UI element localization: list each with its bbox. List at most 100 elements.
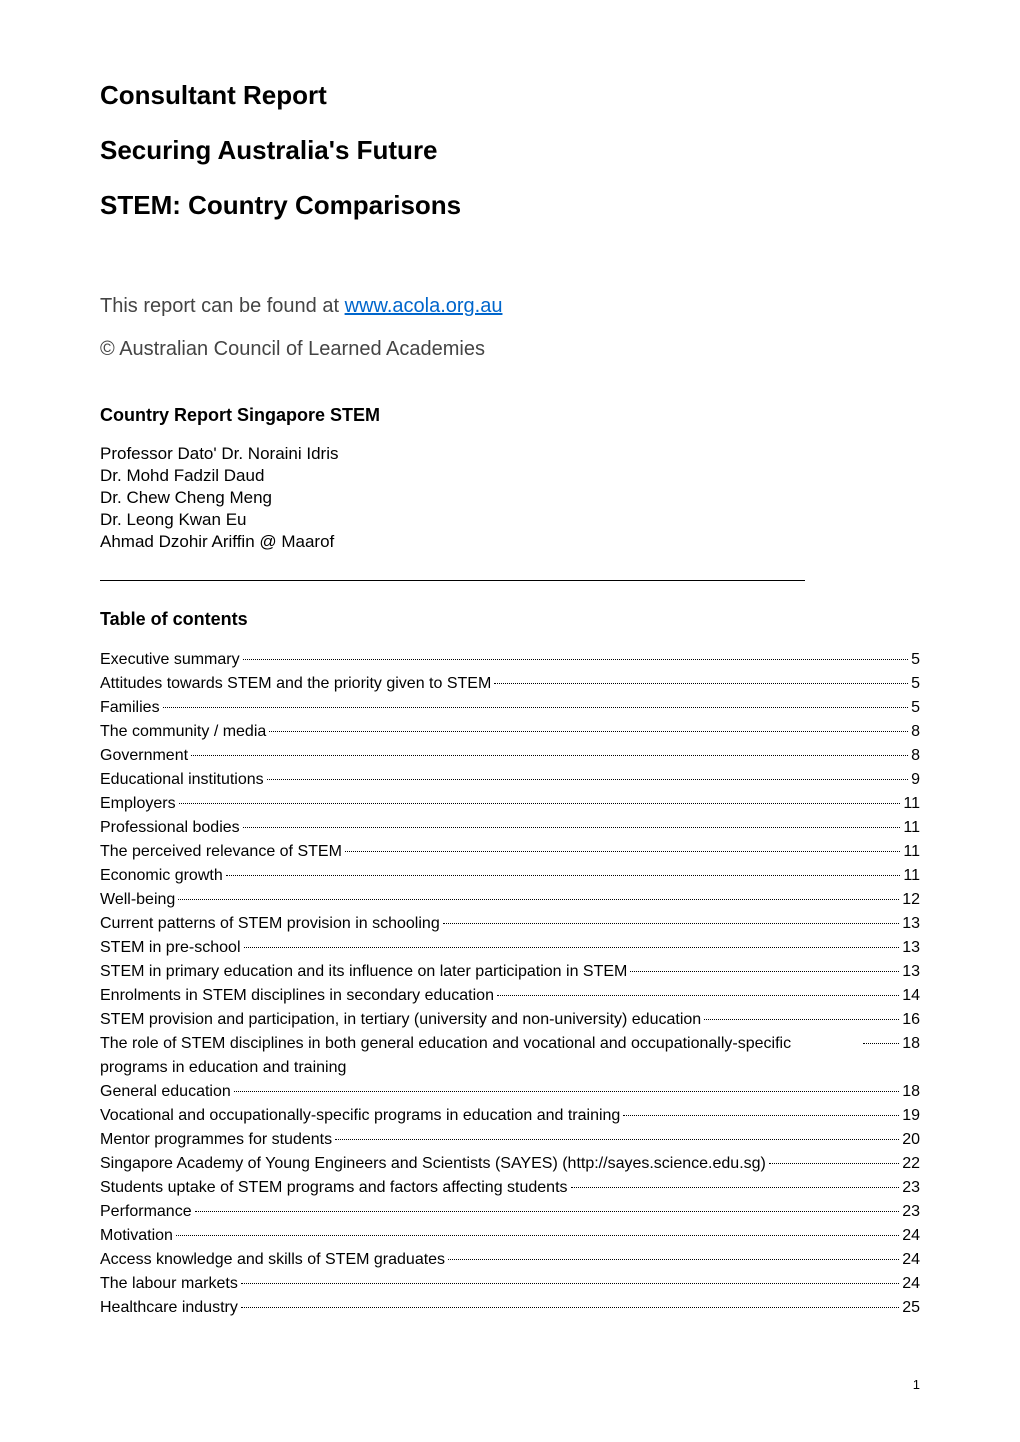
- toc-label: STEM provision and participation, in ter…: [100, 1008, 701, 1032]
- toc-row: Executive summary 5: [100, 648, 920, 672]
- toc-dots: [179, 803, 901, 804]
- toc-row: Healthcare industry 25: [100, 1296, 920, 1320]
- toc-dots: [704, 1019, 899, 1020]
- page-container: Consultant Report Securing Australia's F…: [0, 0, 1020, 1442]
- toc-label: STEM in primary education and its influe…: [100, 960, 627, 984]
- toc-label: Students uptake of STEM programs and fac…: [100, 1176, 568, 1200]
- toc-label: Enrolments in STEM disciplines in second…: [100, 984, 494, 1008]
- toc-page-number: 25: [902, 1296, 920, 1320]
- toc-label: Current patterns of STEM provision in sc…: [100, 912, 440, 936]
- toc-page-number: 13: [902, 960, 920, 984]
- author-line: Dr. Mohd Fadzil Daud: [100, 466, 920, 486]
- toc-dots: [163, 707, 909, 708]
- toc-label: Families: [100, 696, 160, 720]
- toc-row: STEM provision and participation, in ter…: [100, 1008, 920, 1032]
- acola-link[interactable]: www.acola.org.au: [345, 295, 503, 317]
- toc-dots: [234, 1091, 899, 1092]
- toc-dots: [243, 659, 909, 660]
- toc-dots: [226, 875, 901, 876]
- toc-dots: [623, 1115, 899, 1116]
- toc-page-number: 24: [902, 1224, 920, 1248]
- title-stem-comparisons: STEM: Country Comparisons: [100, 190, 920, 221]
- toc-dots: [494, 683, 908, 684]
- toc-label: Healthcare industry: [100, 1296, 238, 1320]
- toc-row: STEM in primary education and its influe…: [100, 960, 920, 984]
- toc-dots: [497, 995, 899, 996]
- toc-page-number: 13: [902, 936, 920, 960]
- toc-page-number: 11: [903, 792, 920, 816]
- toc-label: Executive summary: [100, 648, 240, 672]
- toc-row: Professional bodies 11: [100, 816, 920, 840]
- toc-page-number: 24: [902, 1248, 920, 1272]
- toc-row: The perceived relevance of STEM 11: [100, 840, 920, 864]
- toc-dots: [267, 779, 908, 780]
- toc-page-number: 11: [903, 864, 920, 888]
- toc-row: Employers11: [100, 792, 920, 816]
- toc-page-number: 20: [902, 1128, 920, 1152]
- intro-text: This report can be found at: [100, 295, 345, 317]
- toc-page-number: 5: [911, 648, 920, 672]
- toc-label: Attitudes towards STEM and the priority …: [100, 672, 491, 696]
- author-line: Dr. Chew Cheng Meng: [100, 488, 920, 508]
- country-report-heading: Country Report Singapore STEM: [100, 405, 920, 426]
- toc-label: The perceived relevance of STEM: [100, 840, 342, 864]
- toc-dots: [345, 851, 901, 852]
- toc-label: Vocational and occupationally-specific p…: [100, 1104, 620, 1128]
- toc-label: Professional bodies: [100, 816, 240, 840]
- toc-row: The community / media 8: [100, 720, 920, 744]
- toc-row: Mentor programmes for students20: [100, 1128, 920, 1152]
- toc-page-number: 5: [911, 672, 920, 696]
- toc-row: Educational institutions 9: [100, 768, 920, 792]
- toc-row: Current patterns of STEM provision in sc…: [100, 912, 920, 936]
- toc-dots: [244, 947, 900, 948]
- table-of-contents: Executive summary 5 Attitudes towards STEM…: [100, 648, 920, 1320]
- author-line: Ahmad Dzohir Ariffin @ Maarof: [100, 532, 920, 552]
- toc-dots: [863, 1043, 899, 1044]
- toc-page-number: 8: [911, 744, 920, 768]
- toc-label: Singapore Academy of Young Engineers and…: [100, 1152, 766, 1176]
- toc-page-number: 16: [902, 1008, 920, 1032]
- toc-row: Well-being12: [100, 888, 920, 912]
- toc-row: Government 8: [100, 744, 920, 768]
- toc-label: Economic growth: [100, 864, 223, 888]
- toc-page-number: 12: [902, 888, 920, 912]
- toc-dots: [241, 1283, 899, 1284]
- toc-label: Access knowledge and skills of STEM grad…: [100, 1248, 445, 1272]
- toc-row: Access knowledge and skills of STEM grad…: [100, 1248, 920, 1272]
- toc-page-number: 11: [903, 840, 920, 864]
- toc-page-number: 19: [902, 1104, 920, 1128]
- toc-label: Performance: [100, 1200, 192, 1224]
- toc-page-number: 18: [902, 1080, 920, 1104]
- toc-dots: [769, 1163, 899, 1164]
- toc-dots: [448, 1259, 899, 1260]
- toc-row: Economic growth 11: [100, 864, 920, 888]
- toc-dots: [195, 1211, 900, 1212]
- title-securing-future: Securing Australia's Future: [100, 135, 920, 166]
- toc-label: The community / media: [100, 720, 266, 744]
- toc-row: General education18: [100, 1080, 920, 1104]
- toc-row: STEM in pre-school13: [100, 936, 920, 960]
- toc-label: The labour markets: [100, 1272, 238, 1296]
- toc-row: Motivation24: [100, 1224, 920, 1248]
- toc-row: The role of STEM disciplines in both gen…: [100, 1032, 920, 1080]
- toc-page-number: 5: [911, 696, 920, 720]
- toc-page-number: 23: [902, 1176, 920, 1200]
- toc-page-number: 24: [902, 1272, 920, 1296]
- toc-page-number: 8: [911, 720, 920, 744]
- toc-dots: [335, 1139, 899, 1140]
- toc-label: Educational institutions: [100, 768, 264, 792]
- toc-label: Government: [100, 744, 188, 768]
- toc-page-number: 14: [902, 984, 920, 1008]
- toc-heading: Table of contents: [100, 609, 920, 630]
- page-number: 1: [913, 1377, 920, 1392]
- toc-page-number: 22: [902, 1152, 920, 1176]
- toc-dots: [630, 971, 899, 972]
- toc-row: Vocational and occupationally-specific p…: [100, 1104, 920, 1128]
- toc-dots: [178, 899, 899, 900]
- toc-row: Attitudes towards STEM and the priority …: [100, 672, 920, 696]
- copyright-line: © Australian Council of Learned Academie…: [100, 338, 920, 361]
- toc-page-number: 11: [903, 816, 920, 840]
- intro-line: This report can be found at www.acola.or…: [100, 295, 920, 318]
- toc-dots: [443, 923, 899, 924]
- toc-page-number: 9: [911, 768, 920, 792]
